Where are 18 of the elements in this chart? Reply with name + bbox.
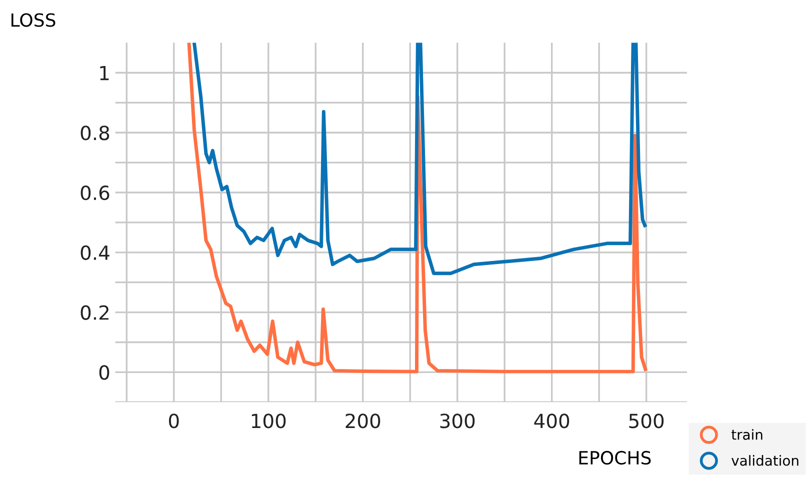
x-tick-label: 500: [629, 414, 664, 428]
line-series: [192, 42, 647, 276]
line-series: [187, 42, 648, 374]
y-tick-label: 0.4: [80, 245, 110, 260]
x-tick-label: 100: [252, 414, 286, 428]
y-axis-title: LOSS: [12, 13, 56, 27]
x-tick-label: 400: [534, 414, 570, 428]
x-tick-label: 200: [346, 414, 380, 428]
y-tick-label: 0: [99, 365, 110, 380]
x-tick-label: 0: [168, 414, 179, 428]
x-axis-title: EPOCHS: [579, 450, 651, 465]
y-tick-label: 1: [100, 66, 109, 80]
y-tick-label: 0.6: [80, 185, 110, 200]
y-tick-label: 0.8: [80, 126, 110, 140]
legend-label: train: [731, 429, 762, 440]
y-tick-label: 0.2: [80, 305, 108, 320]
legend-label: validation: [732, 455, 798, 466]
x-tick-label: 300: [440, 414, 475, 428]
